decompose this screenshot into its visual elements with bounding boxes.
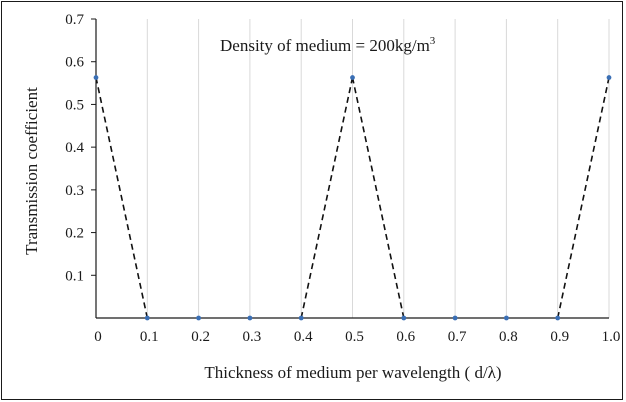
y-tick-label-1: 0.2 (65, 226, 84, 242)
data-point-7 (452, 315, 458, 321)
annotation-text: Density of medium = 200kg/m (220, 36, 430, 55)
series-line (95, 77, 610, 319)
x-tick-label-1: 0.1 (140, 329, 159, 345)
data-point-9 (555, 315, 561, 321)
x-tick-label-0: 0 (94, 329, 102, 345)
x-tick-label-6: 0.6 (396, 329, 415, 345)
y-tick-label-5: 0.6 (65, 55, 84, 71)
data-point-0 (93, 75, 99, 80)
y-tick-label-2: 0.3 (65, 183, 84, 199)
x-tick-label-2: 0.2 (191, 329, 210, 345)
grid (146, 19, 610, 318)
y-axis-title: Transmission coefficient (22, 87, 41, 255)
x-tick-label-7: 0.7 (448, 329, 467, 345)
y-tick-label-3: 0.4 (65, 140, 84, 156)
series-segment-2 (351, 77, 405, 319)
axes (91, 18, 609, 319)
y-tick-label-6: 0.7 (65, 12, 84, 28)
series-segment-3 (556, 77, 610, 319)
data-point-10 (606, 75, 612, 80)
y-tick-labels: 0.1 0.2 0.3 0.4 0.5 0.6 0.7 (65, 12, 84, 284)
data-point-8 (504, 315, 509, 321)
annotation-superscript: 3 (430, 35, 436, 47)
data-point-6 (401, 315, 407, 321)
x-tick-label-10: 1.0 (602, 329, 621, 345)
x-tick-label-4: 0.4 (294, 329, 313, 345)
x-tick-labels: 0 0.1 0.2 0.3 0.4 0.5 0.6 0.7 0.8 0.9 1.0 (94, 329, 620, 345)
data-point-3 (247, 315, 253, 321)
data-point-1 (144, 315, 150, 321)
x-tick-label-5: 0.5 (345, 329, 364, 345)
x-axis-title: Thickness of medium per wavelength ( d/λ… (204, 363, 501, 382)
density-annotation: Density of medium = 200kg/m3 (220, 35, 436, 55)
y-tick-label-4: 0.5 (65, 97, 84, 113)
series-segment-1 (300, 77, 354, 319)
x-tick-label-3: 0.3 (243, 329, 262, 345)
x-tick-label-9: 0.9 (550, 329, 569, 345)
data-point-4 (298, 315, 304, 321)
data-point-2 (196, 315, 202, 321)
y-tick-label-0: 0.1 (65, 268, 84, 284)
series-segment-0 (95, 77, 149, 319)
data-point-5 (350, 75, 355, 80)
series-markers (93, 75, 612, 321)
x-tick-label-8: 0.8 (499, 329, 518, 345)
